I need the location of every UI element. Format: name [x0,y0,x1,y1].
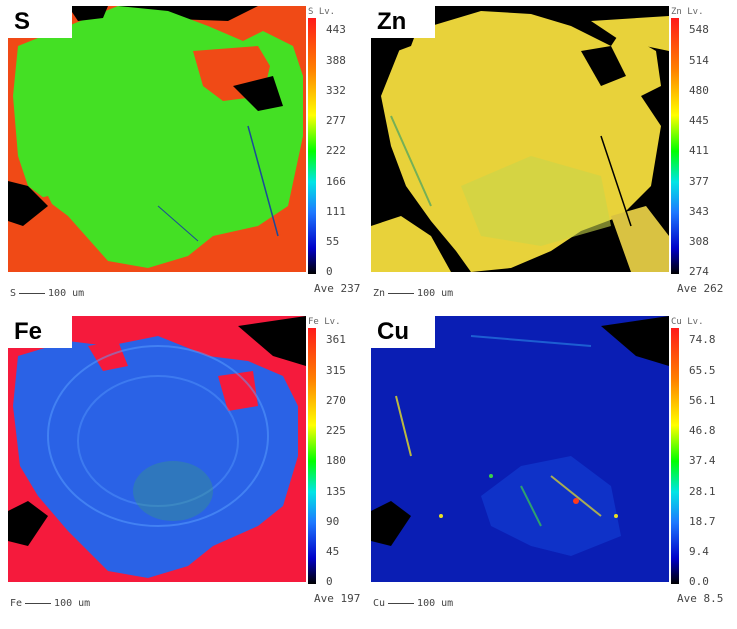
colorbar-tick: 65.5 [689,364,716,377]
colorbar-tick: 45 [326,545,340,558]
colorbar-tick: 180 [326,454,346,467]
colorbar-tick: 0.0 [689,575,709,588]
colorbar-tick: 343 [689,205,709,218]
scale-element: Cu [373,598,386,609]
element-label: Fe [8,316,72,348]
element-label: Zn [371,6,435,38]
fe-map-image [8,316,306,582]
colorbar-tick: 46.8 [689,424,716,437]
colorbar [671,18,679,274]
colorbar-tick: 55 [326,235,340,248]
colorbar-tick: 18.7 [689,515,716,528]
colorbar-tick: 111 [326,205,346,218]
average-value: Ave 237 [314,282,361,295]
cu-map-image [371,316,669,582]
colorbar-tick: 222 [326,144,346,157]
colorbar-tick: 411 [689,144,709,157]
scale-element: Zn [373,288,386,299]
scale-element: Fe [10,598,23,609]
colorbar-tick: 548 [689,23,709,36]
colorbar-tick: 90 [326,515,340,528]
element-label: S [8,6,72,38]
colorbar [671,328,679,584]
zn-map-image [371,6,669,272]
colorbar-tick: 270 [326,394,346,407]
scale-label: 100 um [48,288,85,299]
colorbar-tick: 9.4 [689,545,709,558]
colorbar [308,328,316,584]
scale-bar: Fe 100 um [10,598,90,609]
colorbar-tick: 277 [326,114,346,127]
colorbar-title: Fe Lv. [308,317,341,327]
colorbar-tick: 308 [689,235,709,248]
colorbar-title: Zn Lv. [671,7,704,17]
colorbar-tick: 74.8 [689,333,716,346]
colorbar-tick: 0 [326,575,333,588]
colorbar-tick: 315 [326,364,346,377]
colorbar-tick: 135 [326,485,346,498]
colorbar-title: S Lv. [308,7,336,17]
colorbar-tick: 445 [689,114,709,127]
colorbar-tick: 514 [689,54,709,67]
scale-label: 100 um [417,288,454,299]
scale-bar: Cu 100 um [373,598,453,609]
colorbar-tick: 28.1 [689,485,716,498]
colorbar-tick: 56.1 [689,394,716,407]
average-value: Ave 8.5 [677,592,724,605]
scale-label: 100 um [417,598,454,609]
colorbar-title: Cu Lv. [671,317,704,327]
scale-bar: S 100 um [10,288,84,299]
colorbar-tick: 0 [326,265,333,278]
colorbar-tick: 274 [689,265,709,278]
colorbar-tick: 225 [326,424,346,437]
element-label: Cu [371,316,435,348]
colorbar-tick: 37.4 [689,454,716,467]
colorbar-tick: 332 [326,84,346,97]
colorbar-tick: 388 [326,54,346,67]
colorbar-tick: 377 [689,175,709,188]
scale-element: S [10,288,17,299]
average-value: Ave 197 [314,592,361,605]
colorbar-tick: 480 [689,84,709,97]
colorbar [308,18,316,274]
colorbar-tick: 166 [326,175,346,188]
colorbar-tick: 361 [326,333,346,346]
colorbar-tick: 443 [326,23,346,36]
scale-label: 100 um [54,598,91,609]
average-value: Ave 262 [677,282,724,295]
s-map-image [8,6,306,272]
scale-bar: Zn 100 um [373,288,453,299]
